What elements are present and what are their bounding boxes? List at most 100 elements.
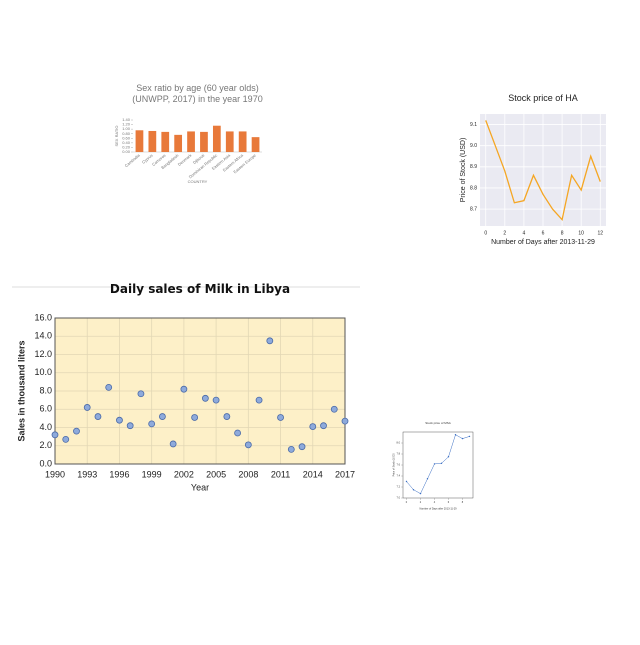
bar <box>200 131 208 152</box>
y-tick-label: 0.40 <box>122 140 131 145</box>
x-tick-label: 2017 <box>335 469 355 479</box>
point <box>419 492 422 495</box>
x-tick-label: 12 <box>597 230 603 236</box>
x-tick-label: 8 <box>462 501 464 504</box>
point <box>440 462 443 465</box>
chart-title: Stock price of MSA <box>425 422 451 425</box>
point <box>191 414 199 421</box>
y-axis-label: SEX RATIO <box>114 125 119 146</box>
point <box>51 431 59 439</box>
point <box>62 435 70 443</box>
point <box>105 383 113 391</box>
y-tick-label: 7.0 <box>397 497 401 500</box>
point <box>223 413 231 420</box>
y-tick-label: 7.4 <box>397 475 401 478</box>
line <box>406 434 470 494</box>
x-axis-label: Number of Days after 2013-11-29 <box>491 239 595 246</box>
bar <box>251 137 260 152</box>
chart-title: Daily sales of Milk in Libya <box>109 282 291 296</box>
y-tick-label: 7.6 <box>397 464 401 467</box>
point <box>94 413 102 420</box>
point <box>255 396 263 404</box>
title-box: Sex ratio by age (60 year olds) (UNWPP, … <box>132 83 263 105</box>
y-tick-label: 6.0 <box>39 404 52 414</box>
y-tick-label: 0.80 <box>122 131 131 136</box>
y-tick-label: 0.00 <box>122 149 131 154</box>
point <box>454 434 457 436</box>
y-tick-label: 7.8 <box>397 453 401 456</box>
point <box>433 463 436 465</box>
x-tick-label: Denmark <box>177 153 193 167</box>
bar <box>148 130 157 152</box>
y-tick-label: 1.00 <box>122 126 131 131</box>
chart-title: Stock price of HA <box>508 93 578 103</box>
y-tick-label: 9.1 <box>470 122 477 128</box>
x-tick-label: 4 <box>434 501 436 504</box>
x-tick-label: 0 <box>484 230 487 236</box>
x-tick-label: 2014 <box>303 469 323 479</box>
x-axis-label: Year <box>191 482 209 492</box>
x-tick-label: 2 <box>420 501 422 504</box>
x-tick-label: 4 <box>523 230 526 236</box>
bar <box>174 134 183 152</box>
title-box: Stock price of HA <box>508 93 578 103</box>
y-tick-label: 8.9 <box>470 164 477 170</box>
x-tick-label: 0 <box>406 501 408 504</box>
point <box>148 420 156 428</box>
x-tick-label: Cyprus <box>141 153 154 165</box>
point <box>116 416 123 424</box>
point <box>330 405 338 413</box>
point <box>447 456 450 458</box>
point <box>159 413 166 420</box>
point <box>137 390 145 398</box>
point <box>341 417 349 425</box>
point <box>180 385 188 393</box>
y-tick-label: 0.60 <box>122 135 131 140</box>
x-tick-label: 1993 <box>77 469 97 479</box>
x-tick-label: Cambodia <box>124 152 142 168</box>
point <box>320 422 327 430</box>
x-tick-label: 1996 <box>109 469 129 479</box>
point <box>468 435 471 438</box>
y-tick-label: 16.0 <box>34 312 52 322</box>
y-tick-label: 1.40 <box>122 117 131 122</box>
y-tick-label: 4.0 <box>39 422 52 432</box>
y-tick-label: 8.8 <box>470 185 477 191</box>
point <box>212 396 220 404</box>
x-tick-label: 2002 <box>174 469 194 479</box>
point <box>73 427 80 435</box>
point <box>287 445 295 453</box>
point <box>309 423 317 430</box>
y-tick-label: 8.0 <box>39 385 52 395</box>
x-axis-label: COUNTRY <box>188 179 208 184</box>
plot-frame <box>54 317 346 465</box>
point <box>201 394 209 402</box>
y-tick-label: 10.0 <box>34 367 52 377</box>
bar <box>238 131 247 152</box>
x-tick-label: 1999 <box>142 469 162 479</box>
x-tick-label: 2005 <box>206 469 226 479</box>
y-tick-label: 9.0 <box>470 143 477 149</box>
point <box>266 337 274 345</box>
x-tick-label: 1990 <box>45 469 65 479</box>
x-tick-label: 2008 <box>238 469 258 479</box>
bar <box>135 130 144 152</box>
y-tick-label: 12.0 <box>34 349 52 359</box>
x-tick-label: 6 <box>448 501 450 504</box>
chart-title: Sex ratio by age (60 year olds) (UNWPP, … <box>132 83 263 105</box>
point <box>83 404 91 411</box>
point <box>426 478 429 480</box>
bar <box>187 131 195 152</box>
y-tick-label: 8.0 <box>397 442 401 445</box>
point <box>126 422 134 430</box>
y-tick-label: 0.0 <box>39 458 52 468</box>
x-tick-label: 8 <box>561 230 564 236</box>
line <box>485 120 601 222</box>
point <box>234 429 241 437</box>
x-tick-label: 2 <box>503 230 506 236</box>
title-box: Stock price of MSA <box>425 422 451 425</box>
y-axis-label: Price of Stock (USD) <box>460 138 467 203</box>
x-tick-label: 6 <box>542 230 545 236</box>
bar <box>161 131 170 152</box>
